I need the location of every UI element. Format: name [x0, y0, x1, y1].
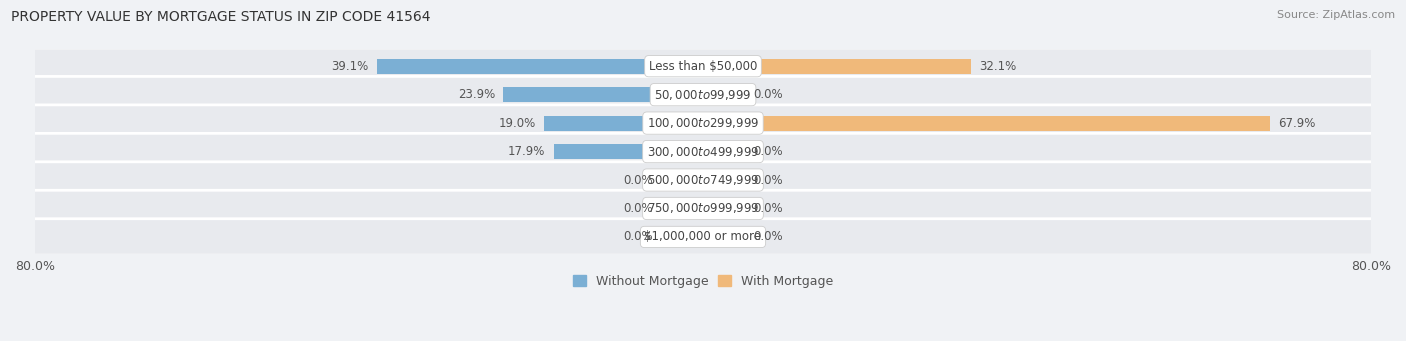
FancyBboxPatch shape: [24, 219, 1382, 255]
Text: Less than $50,000: Less than $50,000: [648, 60, 758, 73]
Text: 0.0%: 0.0%: [754, 145, 783, 158]
Bar: [703, 144, 745, 159]
Bar: [661, 173, 703, 188]
Text: $500,000 to $749,999: $500,000 to $749,999: [647, 173, 759, 187]
Text: 39.1%: 39.1%: [330, 60, 368, 73]
Text: 67.9%: 67.9%: [1278, 117, 1316, 130]
Text: 23.9%: 23.9%: [458, 88, 495, 101]
Text: $1,000,000 or more: $1,000,000 or more: [644, 231, 762, 243]
Bar: [377, 59, 703, 74]
Bar: [554, 144, 703, 159]
Bar: [503, 87, 703, 102]
Text: 17.9%: 17.9%: [508, 145, 546, 158]
Bar: [703, 59, 972, 74]
Text: PROPERTY VALUE BY MORTGAGE STATUS IN ZIP CODE 41564: PROPERTY VALUE BY MORTGAGE STATUS IN ZIP…: [11, 10, 430, 24]
FancyBboxPatch shape: [24, 190, 1382, 227]
Text: 32.1%: 32.1%: [980, 60, 1017, 73]
Text: 0.0%: 0.0%: [623, 174, 652, 187]
Text: 0.0%: 0.0%: [623, 231, 652, 243]
FancyBboxPatch shape: [24, 162, 1382, 198]
Legend: Without Mortgage, With Mortgage: Without Mortgage, With Mortgage: [568, 270, 838, 293]
Text: 0.0%: 0.0%: [754, 174, 783, 187]
Bar: [703, 201, 745, 216]
Text: $300,000 to $499,999: $300,000 to $499,999: [647, 145, 759, 159]
Text: $50,000 to $99,999: $50,000 to $99,999: [654, 88, 752, 102]
FancyBboxPatch shape: [24, 48, 1382, 84]
Text: 0.0%: 0.0%: [754, 231, 783, 243]
Text: 0.0%: 0.0%: [623, 202, 652, 215]
Bar: [661, 201, 703, 216]
Text: Source: ZipAtlas.com: Source: ZipAtlas.com: [1277, 10, 1395, 20]
Bar: [703, 229, 745, 244]
FancyBboxPatch shape: [24, 133, 1382, 170]
Text: $750,000 to $999,999: $750,000 to $999,999: [647, 202, 759, 216]
Bar: [703, 87, 745, 102]
FancyBboxPatch shape: [24, 76, 1382, 113]
Bar: [703, 116, 1270, 131]
Bar: [661, 229, 703, 244]
Bar: [703, 173, 745, 188]
Text: 19.0%: 19.0%: [499, 117, 536, 130]
Text: $100,000 to $299,999: $100,000 to $299,999: [647, 116, 759, 130]
Text: 0.0%: 0.0%: [754, 88, 783, 101]
Bar: [544, 116, 703, 131]
Text: 0.0%: 0.0%: [754, 202, 783, 215]
FancyBboxPatch shape: [24, 105, 1382, 141]
